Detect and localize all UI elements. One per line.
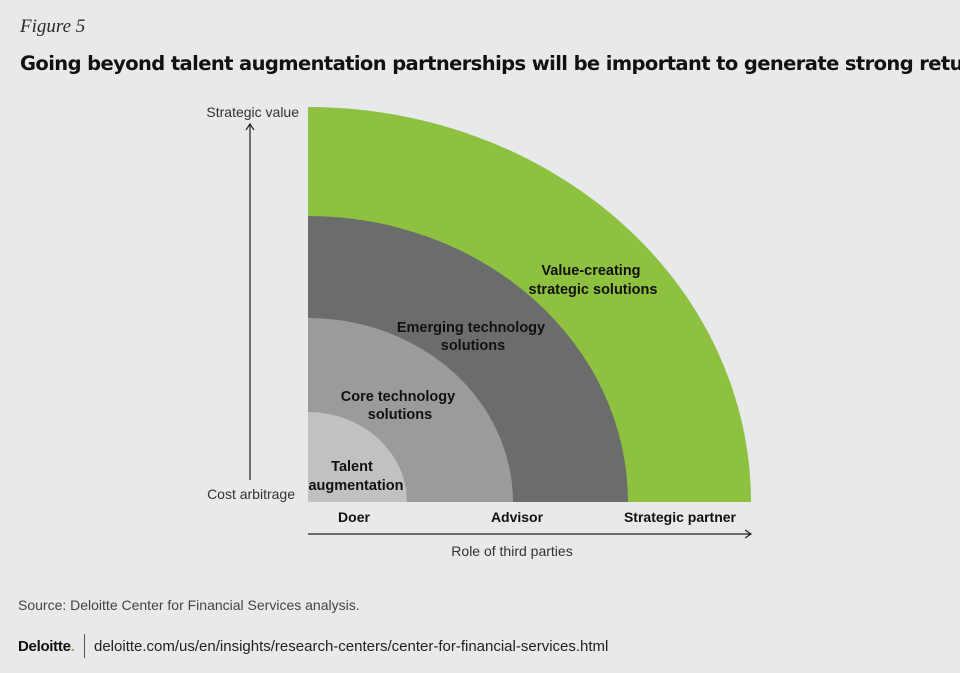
y-axis-bottom-label: Cost arbitrage <box>207 486 295 502</box>
ring-label-value: Value-creating strategic solutions <box>529 263 658 298</box>
ring-label-emerging: Emerging technology solutions <box>397 320 549 354</box>
page-title: Going beyond talent augmentation partner… <box>20 52 960 75</box>
deloitte-logo: Deloitte. <box>18 638 75 655</box>
ring-label-core: Core technology solutions <box>341 389 459 423</box>
ring-talent-augmentation <box>308 412 407 502</box>
x-label-doer: Doer <box>338 509 370 525</box>
quarter-circle-diagram: Talent augmentation Core technology solu… <box>206 104 960 559</box>
footer-url-link[interactable]: deloitte.com/us/en/insights/research-cen… <box>94 638 609 655</box>
source-note: Source: Deloitte Center for Financial Se… <box>18 597 360 613</box>
x-label-strategic-partner: Strategic partner <box>624 509 737 525</box>
footer-divider <box>84 634 85 658</box>
ring-label-talent: Talent augmentation <box>308 459 403 494</box>
figure-label: Figure 5 <box>20 16 86 37</box>
x-axis-title: Role of third parties <box>451 543 572 559</box>
x-label-advisor: Advisor <box>491 509 544 525</box>
y-axis-top-label: Strategic value <box>206 104 299 120</box>
